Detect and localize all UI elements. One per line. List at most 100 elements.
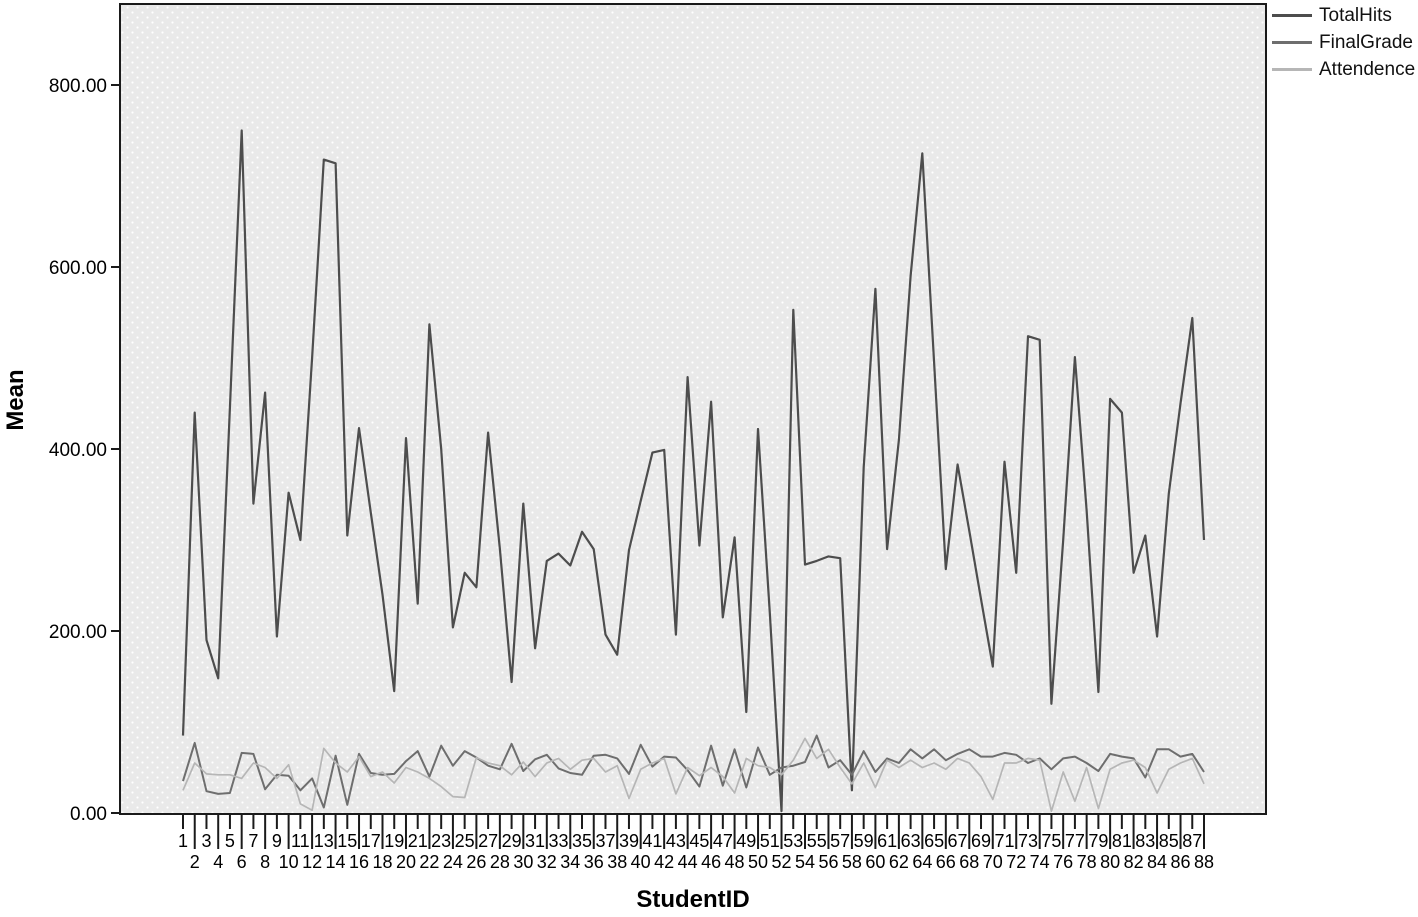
- x-tick-label: 36: [584, 852, 604, 872]
- legend-label: Attendence: [1319, 58, 1416, 80]
- x-tick-label: 45: [689, 831, 709, 851]
- x-tick-label: 62: [889, 852, 909, 872]
- y-tick-label: 400.00: [49, 440, 107, 461]
- x-tick-label: 29: [502, 831, 522, 851]
- x-tick-label: 54: [795, 852, 815, 872]
- x-tick-label: 37: [595, 831, 615, 851]
- x-tick-label: 64: [912, 852, 932, 872]
- x-tick-label: 42: [654, 852, 674, 872]
- x-tick-label: 22: [419, 852, 439, 872]
- x-tick-label: 35: [572, 831, 592, 851]
- x-tick-label: 13: [314, 831, 334, 851]
- x-tick-label: 31: [525, 831, 545, 851]
- x-tick-label: 50: [748, 852, 768, 872]
- x-tick-label: 17: [361, 831, 381, 851]
- series-line-totalhits: [181, 129, 1206, 813]
- x-tick-label: 43: [666, 831, 686, 851]
- x-tick-label: 47: [713, 831, 733, 851]
- x-tick-label: 59: [854, 831, 874, 851]
- x-tick-label: 77: [1065, 831, 1085, 851]
- x-tick-label: 81: [1112, 831, 1132, 851]
- x-tick-label: 26: [466, 852, 486, 872]
- x-tick-label: 4: [213, 852, 223, 872]
- x-tick-label: 8: [260, 852, 270, 872]
- x-tick-label: 61: [877, 831, 897, 851]
- x-tick-label: 11: [291, 831, 310, 851]
- totalhits-line-swatch: [1272, 14, 1312, 17]
- x-tick-label: 41: [642, 831, 662, 851]
- attendence-line-swatch: [1272, 68, 1312, 71]
- x-tick-label: 53: [783, 831, 803, 851]
- x-tick-label: 79: [1088, 831, 1108, 851]
- x-tick-label: 68: [959, 852, 979, 872]
- x-tick-label: 3: [201, 831, 211, 851]
- x-tick-label: 16: [349, 852, 369, 872]
- x-tick-label: 2: [190, 852, 200, 872]
- x-tick-label: 1: [178, 831, 188, 851]
- x-tick-label: 10: [279, 852, 299, 872]
- legend-item-finalgrade: FinalGrade: [1272, 29, 1415, 56]
- x-tick-label: 71: [994, 831, 1014, 851]
- y-tick-label: 600.00: [49, 258, 107, 279]
- x-tick-label: 39: [619, 831, 639, 851]
- x-tick-label: 7: [248, 831, 258, 851]
- x-tick-label: 83: [1135, 831, 1155, 851]
- x-tick-label: 21: [408, 831, 428, 851]
- x-tick-label: 84: [1147, 852, 1167, 872]
- y-tick-label: 800.00: [49, 76, 107, 97]
- x-tick-label: 9: [272, 831, 282, 851]
- x-tick-label: 75: [1041, 831, 1061, 851]
- x-tick-label: 30: [513, 852, 533, 872]
- x-tick-label: 49: [736, 831, 756, 851]
- x-tick-label: 12: [302, 852, 322, 872]
- x-tick-label: 78: [1077, 852, 1097, 872]
- x-tick-label: 65: [924, 831, 944, 851]
- plot-frame: [119, 3, 1267, 815]
- x-tick-label: 55: [807, 831, 827, 851]
- x-tick-label: 20: [396, 852, 416, 872]
- x-tick-label: 72: [1006, 852, 1026, 872]
- legend-label: TotalHits: [1319, 4, 1392, 26]
- x-tick-label: 67: [948, 831, 968, 851]
- y-axis-title: Mean: [2, 369, 29, 431]
- x-tick-label: 5: [225, 831, 235, 851]
- y-tick-label: 0.00: [70, 804, 107, 825]
- x-tick-label: 58: [842, 852, 862, 872]
- x-tick-label: 27: [478, 831, 498, 851]
- x-tick-label: 19: [384, 831, 404, 851]
- x-tick-label: 57: [830, 831, 850, 851]
- x-tick-label: 74: [1030, 852, 1050, 872]
- x-tick-label: 34: [560, 852, 580, 872]
- x-tick-label: 6: [237, 852, 247, 872]
- x-tick-label: 70: [983, 852, 1003, 872]
- finalgrade-line-swatch: [1272, 41, 1312, 44]
- y-tick-label: 200.00: [49, 622, 107, 643]
- legend-item-attendence: Attendence: [1272, 56, 1415, 83]
- x-tick-label: 86: [1171, 852, 1191, 872]
- x-tick-label: 60: [865, 852, 885, 872]
- x-tick-label: 44: [678, 852, 698, 872]
- x-tick-label: 18: [372, 852, 392, 872]
- x-tick-label: 63: [901, 831, 921, 851]
- x-tick-label: 14: [326, 852, 346, 872]
- x-tick-label: 88: [1194, 852, 1214, 872]
- x-tick-label: 80: [1100, 852, 1120, 872]
- legend-item-totalhits: TotalHits: [1272, 2, 1415, 29]
- legend-label: FinalGrade: [1319, 31, 1413, 53]
- x-tick-label: 66: [936, 852, 956, 872]
- x-tick-label: 46: [701, 852, 721, 872]
- x-tick-label: 15: [337, 831, 357, 851]
- x-tick-label: 56: [818, 852, 838, 872]
- x-tick-label: 23: [431, 831, 451, 851]
- x-tick-label: 51: [760, 831, 780, 851]
- x-tick-label: 38: [607, 852, 627, 872]
- x-tick-label: 85: [1159, 831, 1179, 851]
- x-tick-label: 73: [1018, 831, 1038, 851]
- x-tick-label: 87: [1182, 831, 1202, 851]
- x-axis-title: StudentID: [636, 886, 750, 913]
- x-tick-label: 28: [490, 852, 510, 872]
- legend: TotalHits FinalGrade Attendence: [1272, 2, 1415, 83]
- x-tick-label: 24: [443, 852, 463, 872]
